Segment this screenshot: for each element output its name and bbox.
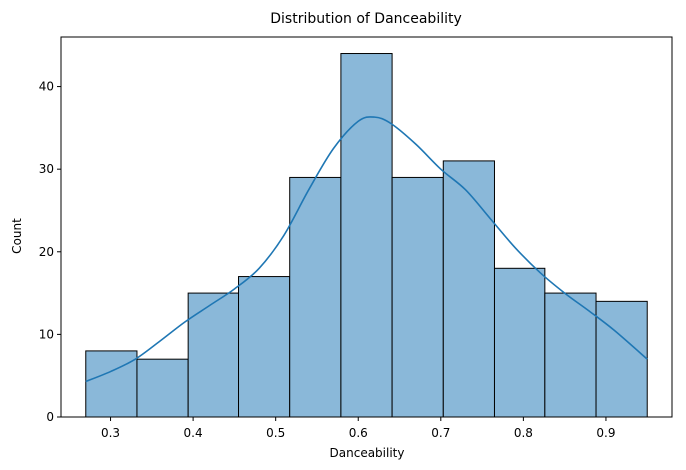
y-tick-label: 20	[39, 245, 54, 259]
histogram-bar-6	[391, 176, 444, 418]
histogram-bar-7	[442, 160, 495, 418]
y-tick-label: 40	[39, 80, 54, 94]
y-axis-label: Count	[10, 218, 24, 254]
histogram-bar-4	[289, 176, 342, 418]
plot-frame	[60, 36, 673, 418]
histogram-bar-2	[187, 292, 240, 418]
x-tick-label: 0.7	[431, 426, 450, 440]
x-tick-label: 0.8	[514, 426, 533, 440]
x-tick-label: 0.4	[184, 426, 203, 440]
histogram-bar-3	[238, 276, 291, 418]
x-axis-ticks: 0.3 0.4 0.5 0.6 0.7 0.8 0.9	[101, 417, 615, 440]
chart-title: Distribution of Danceability	[270, 11, 462, 27]
y-tick-label: 30	[39, 162, 54, 176]
histogram-bar-5	[340, 53, 393, 418]
y-axis-ticks: 0 10 20 30 40	[39, 80, 61, 424]
x-tick-label: 0.9	[596, 426, 615, 440]
histogram-bar-1	[136, 358, 189, 418]
y-tick-label: 0	[46, 410, 54, 424]
kde-curve	[85, 116, 648, 383]
histogram-bar-10	[595, 300, 648, 418]
bars-group	[85, 53, 648, 418]
histogram-bar-9	[544, 292, 597, 418]
x-tick-label: 0.3	[101, 426, 120, 440]
histogram-bar-8	[493, 267, 546, 418]
y-tick-label: 10	[39, 327, 54, 341]
histogram-bar-0	[85, 350, 138, 418]
x-axis-label: Danceability	[330, 446, 405, 460]
x-tick-label: 0.5	[266, 426, 285, 440]
x-tick-label: 0.6	[349, 426, 368, 440]
